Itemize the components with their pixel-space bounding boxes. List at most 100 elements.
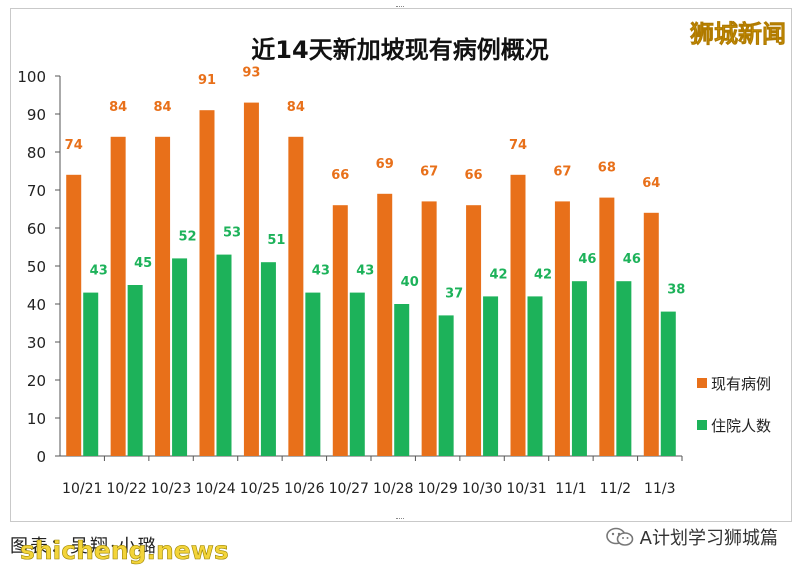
bar-current-cases <box>66 174 82 457</box>
x-tick-label: 10/26 <box>284 481 324 497</box>
bar-hospitalized <box>127 285 143 456</box>
bar-current-cases <box>643 212 659 456</box>
x-tick-label: 10/25 <box>240 481 280 497</box>
bar-current-cases <box>377 193 393 457</box>
y-tick-label: 0 <box>36 448 46 466</box>
bar-current-cases <box>466 205 482 456</box>
y-tick-label: 70 <box>27 182 46 200</box>
brand-logo-text: 狮城新闻 <box>690 20 787 49</box>
data-label-hospitalized: 46 <box>623 252 641 267</box>
bar-hospitalized <box>305 292 321 456</box>
data-label-current-cases: 93 <box>242 66 260 81</box>
bar-hospitalized <box>260 262 276 456</box>
data-label-current-cases: 64 <box>642 176 660 191</box>
y-tick-label: 60 <box>27 220 46 238</box>
data-label-hospitalized: 43 <box>90 264 108 279</box>
bar-hospitalized <box>349 292 365 456</box>
data-label-current-cases: 66 <box>465 168 483 183</box>
y-tick-label: 30 <box>27 334 46 352</box>
legend-item-series-2: 住院人数 <box>697 414 771 436</box>
y-tick-label: 90 <box>27 106 46 124</box>
legend-label-series-2: 住院人数 <box>711 416 772 435</box>
data-label-hospitalized: 46 <box>578 252 596 267</box>
data-label-hospitalized: 38 <box>667 283 685 298</box>
x-tick-label: 10/22 <box>106 481 146 497</box>
legend-swatch-series-1 <box>697 378 707 388</box>
data-label-current-cases: 84 <box>154 100 172 115</box>
bar-current-cases <box>288 136 304 457</box>
y-tick-label: 20 <box>27 372 46 390</box>
resize-handle-top[interactable] <box>396 6 404 11</box>
bar-current-cases <box>243 102 259 456</box>
x-tick-label: 11/2 <box>600 481 631 497</box>
data-label-current-cases: 68 <box>598 161 616 176</box>
x-tick-label: 10/21 <box>62 481 102 497</box>
bar-current-cases <box>155 136 171 457</box>
bar-hospitalized <box>83 292 99 456</box>
x-tick-label: 10/27 <box>329 481 369 497</box>
bar-current-cases <box>510 174 526 457</box>
data-label-current-cases: 84 <box>109 100 127 115</box>
x-tick-label: 10/29 <box>417 481 457 497</box>
wechat-account: A计划学习狮城篇 <box>605 524 778 550</box>
data-label-hospitalized: 37 <box>445 286 463 301</box>
data-label-hospitalized: 43 <box>356 264 374 279</box>
data-label-current-cases: 84 <box>287 100 305 115</box>
y-tick-label: 40 <box>27 296 46 314</box>
bar-current-cases <box>110 136 126 457</box>
y-tick-label: 50 <box>27 258 46 276</box>
bar-current-cases <box>599 197 615 456</box>
data-label-hospitalized: 42 <box>490 267 508 282</box>
wechat-account-name: A计划学习狮城篇 <box>639 528 778 549</box>
x-tick-label: 10/31 <box>506 481 546 497</box>
data-label-current-cases: 69 <box>376 157 394 172</box>
y-tick-label: 80 <box>27 144 46 162</box>
data-label-current-cases: 74 <box>509 138 527 153</box>
bar-hospitalized <box>571 281 587 456</box>
x-tick-label: 11/3 <box>644 481 675 497</box>
data-label-hospitalized: 42 <box>534 267 552 282</box>
data-label-current-cases: 67 <box>420 164 438 179</box>
x-tick-label: 11/1 <box>555 481 586 497</box>
bar-hospitalized <box>660 311 676 456</box>
data-label-hospitalized: 51 <box>267 233 285 248</box>
data-label-hospitalized: 53 <box>223 226 241 241</box>
bar-current-cases <box>554 201 570 456</box>
bar-hospitalized <box>216 254 232 456</box>
chart-bars <box>66 102 676 457</box>
chart-labels: 74 43 84 45 84 52 91 53 93 51 84 43 66 43 69 40 67 37 66 42… <box>65 66 686 302</box>
legend-swatch-series-2 <box>697 420 707 430</box>
legend-item-series-1: 现有病例 <box>697 372 771 394</box>
x-tick-label: 10/24 <box>195 481 235 497</box>
bar-hospitalized <box>483 296 499 456</box>
legend-label-series-1: 现有病例 <box>711 374 772 393</box>
chart-legend: 现有病例 住院人数 <box>697 372 771 456</box>
bar-current-cases <box>199 110 215 456</box>
bar-hospitalized <box>527 296 543 456</box>
data-label-hospitalized: 40 <box>401 275 419 290</box>
bar-hospitalized <box>172 258 188 456</box>
bar-hospitalized <box>438 315 454 456</box>
y-tick-label: 100 <box>17 68 46 86</box>
watermark-text: shicheng.news <box>20 536 229 566</box>
data-label-hospitalized: 52 <box>179 229 197 244</box>
data-label-current-cases: 91 <box>198 73 216 88</box>
bar-hospitalized <box>394 304 410 456</box>
data-label-hospitalized: 45 <box>134 256 152 271</box>
wechat-icon <box>605 527 633 546</box>
x-tick-label: 10/28 <box>373 481 413 497</box>
data-label-current-cases: 67 <box>553 164 571 179</box>
data-label-current-cases: 66 <box>331 168 349 183</box>
y-tick-label: 10 <box>27 410 46 428</box>
data-label-current-cases: 74 <box>65 138 83 153</box>
bar-current-cases <box>332 205 348 456</box>
data-label-hospitalized: 43 <box>312 264 330 279</box>
x-tick-label: 10/23 <box>151 481 191 497</box>
x-tick-label: 10/30 <box>462 481 502 497</box>
resize-handle-bottom[interactable] <box>396 518 404 523</box>
bar-hospitalized <box>616 281 632 456</box>
bar-current-cases <box>421 201 437 456</box>
chart-title: 近14天新加坡现有病例概况 <box>251 36 549 64</box>
